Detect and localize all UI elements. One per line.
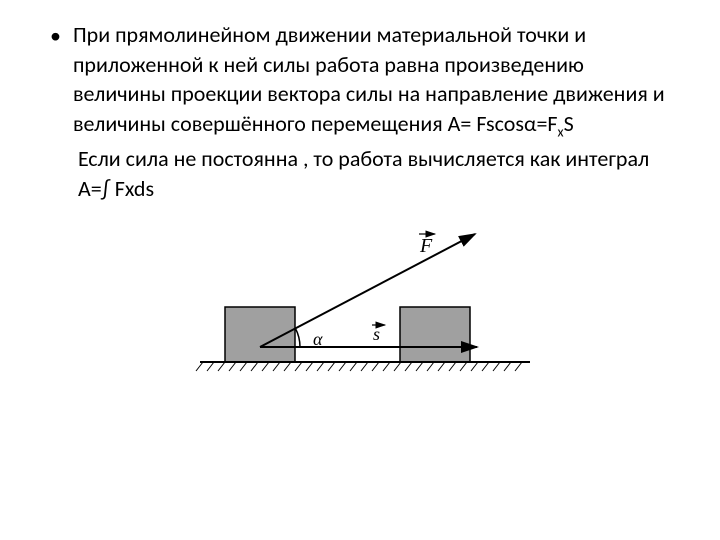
- paragraph-1: При прямолинейном движении материальной …: [73, 20, 680, 142]
- slide-content: • При прямолинейном движении материально…: [50, 20, 680, 402]
- para2-text-b: ds: [134, 175, 154, 202]
- bullet-paragraph: • При прямолинейном движении материально…: [50, 20, 680, 142]
- svg-text:α: α: [313, 329, 323, 349]
- svg-text:s: s: [373, 324, 380, 344]
- para1-text-b: S: [564, 110, 574, 137]
- physics-diagram: Fs α: [195, 222, 535, 402]
- svg-text:F: F: [419, 235, 433, 257]
- paragraph-2: Если сила не постоянна , то работа вычис…: [78, 144, 680, 203]
- para2-text-a: Если сила не постоянна , то работа вычис…: [78, 145, 649, 202]
- diagram-container: Fs α: [50, 222, 680, 402]
- bullet-icon: •: [50, 22, 61, 49]
- diagram-svg: Fs α: [195, 222, 535, 402]
- para2-sub1: x: [125, 175, 134, 202]
- para1-text-a: При прямолинейном движении материальной …: [73, 21, 665, 137]
